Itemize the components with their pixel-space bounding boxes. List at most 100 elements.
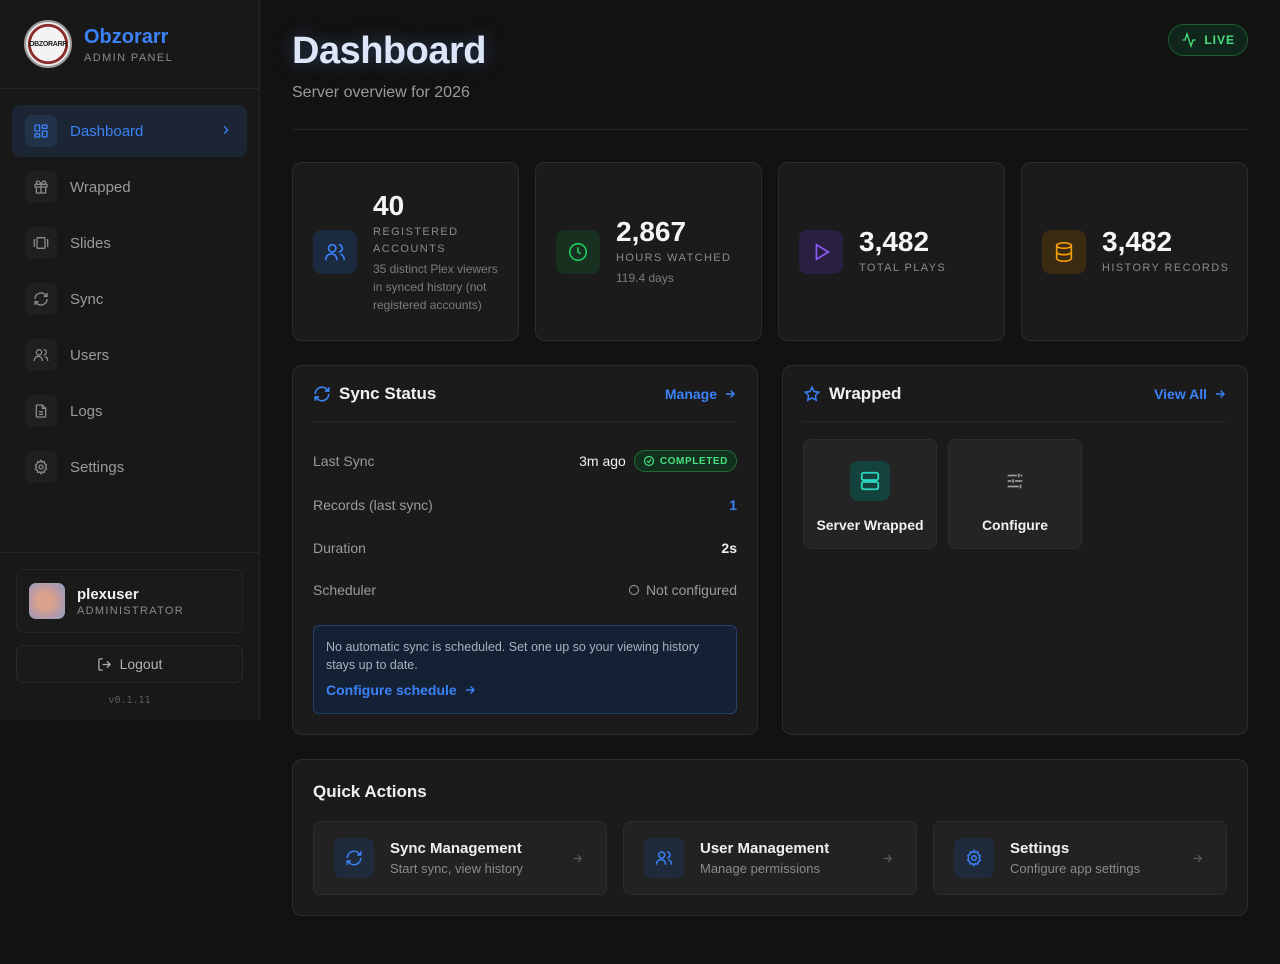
layout-grid-icon	[25, 115, 57, 147]
sidebar-item-label: Sync	[70, 290, 104, 308]
arrow-right-icon	[1191, 852, 1204, 865]
star-icon	[803, 385, 829, 403]
header-divider	[292, 129, 1248, 130]
schedule-notice: No automatic sync is scheduled. Set one …	[313, 625, 737, 714]
status-badge-label: COMPLETED	[659, 455, 728, 467]
records-value: 1	[729, 497, 737, 513]
duration-row: Duration 2s	[313, 536, 737, 560]
duration-label: Duration	[313, 540, 366, 556]
activity-icon	[1181, 32, 1204, 48]
users-icon	[25, 339, 57, 371]
action-title: User Management	[700, 840, 830, 857]
sync-management-action[interactable]: Sync Management Start sync, view history	[313, 821, 607, 895]
view-all-label: View All	[1154, 385, 1207, 402]
action-subtitle: Manage permissions	[700, 861, 820, 876]
manage-label: Manage	[664, 385, 717, 402]
app-logo[interactable]: OBZORARR	[24, 20, 72, 68]
configure-schedule-link[interactable]: Configure schedule	[326, 682, 724, 698]
avatar	[29, 583, 65, 619]
sidebar-item-label: Dashboard	[70, 122, 144, 140]
user-management-action[interactable]: User Management Manage permissions	[623, 821, 917, 895]
stat-card-history: 3,482 HISTORY RECORDS	[1021, 162, 1248, 341]
stat-value: 3,482	[1102, 226, 1173, 257]
sidebar-item-users[interactable]: Users	[12, 329, 247, 381]
stat-label: HOURS WATCHED	[616, 252, 732, 264]
brand-subtitle: ADMIN PANEL	[84, 51, 174, 64]
notice-text: No automatic sync is scheduled. Set one …	[326, 640, 700, 672]
user-card[interactable]: plexuser ADMINISTRATOR	[16, 569, 243, 633]
brand-name[interactable]: Obzorarr	[84, 25, 169, 48]
sync-status-title: Sync Status	[339, 383, 437, 403]
sidebar-item-dashboard[interactable]: Dashboard	[12, 105, 247, 157]
sidebar-item-slides[interactable]: Slides	[12, 217, 247, 269]
stat-value: 40	[373, 189, 405, 221]
arrow-right-icon	[881, 852, 894, 865]
refresh-icon	[313, 385, 339, 403]
server-wrapped-tile[interactable]: Server Wrapped	[803, 439, 937, 549]
check-circle-icon	[643, 455, 660, 467]
slides-icon	[25, 227, 57, 259]
settings-action[interactable]: Settings Configure app settings	[933, 821, 1227, 895]
scheduler-label: Scheduler	[313, 582, 377, 598]
arrow-right-icon	[571, 852, 584, 865]
view-all-link[interactable]: View All	[1154, 386, 1227, 402]
page-title: Dashboard	[292, 30, 486, 72]
status-badge: COMPLETED	[633, 450, 737, 472]
arrow-right-icon	[457, 683, 477, 697]
records-row: Records (last sync) 1	[313, 493, 737, 517]
manage-link[interactable]: Manage	[665, 386, 737, 402]
stat-label: REGISTERED ACCOUNTS	[373, 225, 459, 255]
sidebar-item-label: Logs	[70, 402, 103, 420]
database-icon	[1042, 229, 1086, 274]
gift-icon	[25, 171, 57, 203]
records-label: Records (last sync)	[313, 497, 433, 513]
sidebar-item-logs[interactable]: Logs	[12, 385, 247, 437]
sidebar-footer: plexuser ADMINISTRATOR Logout v0.1.11	[0, 552, 259, 720]
stat-value: 3,482	[859, 226, 930, 257]
last-sync-value: 3m ago	[579, 453, 626, 469]
logout-button[interactable]: Logout	[16, 645, 243, 683]
sidebar-item-sync[interactable]: Sync	[12, 273, 247, 325]
user-name: plexuser	[77, 585, 139, 603]
live-badge: LIVE	[1168, 24, 1248, 56]
play-icon	[799, 229, 843, 274]
configure-schedule-label: Configure schedule	[326, 682, 457, 698]
configure-tile[interactable]: Configure	[948, 439, 1082, 549]
stat-note: 35 distinct Plex viewers in synced histo…	[373, 261, 498, 312]
duration-value: 2s	[721, 540, 737, 556]
circle-icon	[628, 584, 640, 596]
action-title: Sync Management	[390, 840, 522, 857]
users-icon	[644, 838, 684, 878]
sliders-icon	[995, 461, 1035, 501]
gear-icon	[25, 451, 57, 483]
version-label: v0.1.11	[108, 695, 151, 706]
sidebar-item-label: Users	[70, 346, 110, 364]
sidebar-item-label: Wrapped	[70, 178, 131, 196]
sidebar-item-label: Settings	[70, 458, 125, 476]
stat-card-accounts: 40 REGISTERED ACCOUNTS 35 distinct Plex …	[292, 162, 519, 341]
brand: OBZORARR Obzorarr ADMIN PANEL	[0, 0, 259, 89]
live-label: LIVE	[1204, 33, 1235, 47]
stat-value: 2,867	[616, 216, 687, 247]
sidebar-item-wrapped[interactable]: Wrapped	[12, 161, 247, 213]
clock-icon	[556, 229, 600, 274]
stat-label: HISTORY RECORDS	[1102, 262, 1230, 274]
scheduler-value: Not configured	[645, 582, 737, 598]
wrapped-panel: Wrapped View All Server Wrapped Configur…	[782, 365, 1248, 735]
stat-card-plays: 3,482 TOTAL PLAYS	[778, 162, 1005, 341]
arrow-right-icon	[1207, 387, 1227, 401]
server-icon	[850, 461, 890, 501]
sidebar-item-label: Slides	[70, 234, 111, 252]
tile-label: Server Wrapped	[816, 517, 924, 533]
sidebar: OBZORARR Obzorarr ADMIN PANEL Dashboard …	[0, 0, 260, 720]
stat-label: TOTAL PLAYS	[859, 262, 947, 274]
user-role: ADMINISTRATOR	[77, 604, 184, 617]
quick-actions-panel: Quick Actions Sync Management Start sync…	[292, 759, 1248, 916]
logout-label: Logout	[119, 656, 163, 672]
action-subtitle: Configure app settings	[1010, 861, 1141, 876]
users-icon	[313, 229, 357, 274]
sync-status-panel: Sync Status Manage Last Sync 3m ago COMP…	[292, 365, 758, 735]
sidebar-item-settings[interactable]: Settings	[12, 441, 247, 493]
chevron-right-icon	[219, 123, 233, 137]
scheduler-row: Scheduler Not configured	[313, 578, 737, 602]
